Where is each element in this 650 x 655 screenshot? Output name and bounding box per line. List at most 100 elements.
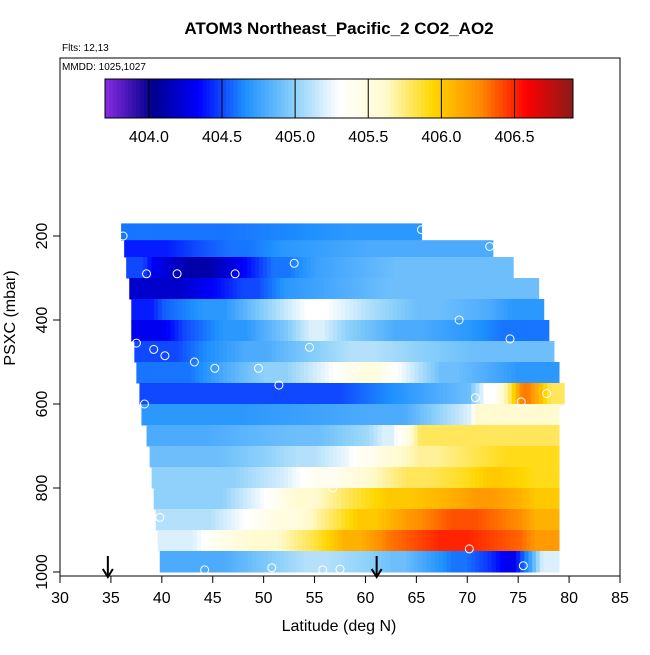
heatmap-cell [219,467,225,489]
colorbar-cell [128,79,133,118]
heatmap-cell [338,530,343,552]
heatmap-cell [530,467,536,489]
heatmap-cell [198,341,204,363]
heatmap-cell [308,551,314,573]
heatmap-cell [202,341,208,363]
heatmap-cell [218,488,224,510]
heatmap-cell [365,551,371,573]
heatmap-cell [219,383,224,405]
heatmap-cell [383,278,389,300]
heatmap-cell [206,488,212,510]
heatmap-cell [235,509,240,531]
heatmap-cell [154,320,160,342]
heatmap-cell [389,362,395,384]
heatmap-cell [400,341,405,363]
heatmap-cell [141,278,146,300]
heatmap-cell [207,551,213,573]
heatmap-cell [512,551,517,573]
x-tick-label: 75 [509,590,527,607]
heatmap-cell [208,240,213,258]
heatmap-cell [503,362,509,384]
heatmap-cell [290,425,296,447]
colorbar-cell [175,79,180,118]
heatmap-cell [357,362,362,384]
heatmap-cell [491,551,497,573]
heatmap-cell [304,404,309,426]
heatmap-cell [434,446,440,468]
heatmap-cell [418,551,424,573]
heatmap-cell [422,488,428,510]
heatmap-cell [245,530,250,552]
heatmap-cell [456,240,462,258]
sample-point [200,565,210,575]
heatmap-cell [202,320,208,342]
heatmap-cell [248,278,253,300]
heatmap-cell [450,362,456,384]
heatmap-cell [279,341,285,363]
heatmap-cell [364,341,369,363]
colorbar-cell [409,79,414,118]
heatmap-cell [185,404,190,426]
heatmap-cell [508,320,513,342]
heatmap-cell [312,404,317,426]
heatmap-cell [196,278,202,300]
heatmap-cell [486,509,491,531]
heatmap-cell [463,404,468,426]
heatmap-cell [194,425,200,447]
heatmap-cell [442,509,447,531]
colorbar-cell [190,79,196,118]
heatmap-cell [182,341,188,363]
heatmap-cell [519,362,524,384]
heatmap-cell [163,257,169,279]
heatmap-cell [235,257,240,279]
heatmap-cell [308,299,314,321]
sample-point [142,269,151,279]
heatmap-cell [522,509,527,531]
heatmap-cell [183,257,189,279]
heatmap-cell [422,446,428,468]
heatmap-cell [173,446,178,468]
heatmap-cell [147,257,153,279]
heatmap-cell [332,299,338,321]
heatmap-cell [499,362,505,384]
heatmap-cell [218,299,224,321]
heatmap-cell [328,341,333,363]
heatmap-cell [227,509,232,531]
heatmap-cell [300,509,305,531]
heatmap-cell [298,425,303,447]
heatmap-cell [227,383,232,405]
heatmap-cell [348,404,353,426]
heatmap-cell [559,383,565,405]
heatmap-cell [146,341,151,363]
heatmap-cell [231,509,236,531]
heatmap-cell [318,223,323,241]
heatmap-cell [302,425,307,447]
heatmap-cell [474,509,479,531]
heatmap-cell [251,425,256,447]
heatmap-cell [198,425,204,447]
heatmap-cell [495,383,501,405]
colorbar-cell [498,79,504,118]
heatmap-cell [529,341,535,363]
heatmap-cell [170,320,175,342]
heatmap-cell [474,488,480,510]
heatmap-cell [455,362,460,384]
heatmap-cell [507,362,512,384]
heatmap-cell [275,446,281,468]
heatmap-cell [427,320,433,342]
heatmap-cell [409,530,415,552]
heatmap-cell [296,404,301,426]
heatmap-cell [336,446,342,468]
heatmap-cell [428,299,434,321]
heatmap-cell [308,509,314,531]
colorbar-cell [534,79,539,118]
heatmap-cell [312,446,318,468]
heatmap-cell [292,551,297,573]
heatmap-cell [203,362,208,384]
heatmap-cell [482,488,488,510]
heatmap-cell [412,320,417,342]
heatmap-cell [241,223,247,241]
heatmap-cell [197,530,202,552]
heatmap-cell [299,383,304,405]
heatmap-cell [284,362,289,384]
